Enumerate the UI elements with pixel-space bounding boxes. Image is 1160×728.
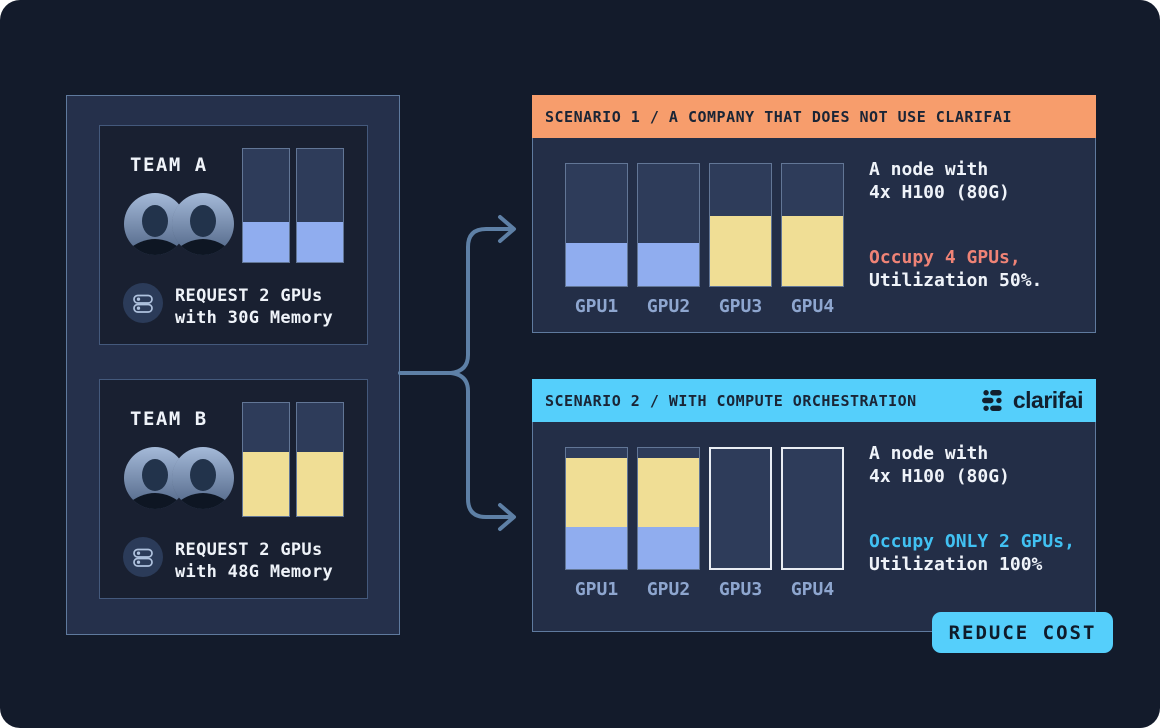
scenario-2-gpu-bars: GPU1 GPU2 GPU3 GPU4 bbox=[565, 447, 844, 600]
team-b-card: TEAM B bbox=[99, 379, 368, 599]
gpu-label: GPU1 bbox=[574, 579, 619, 600]
reduce-cost-badge: REDUCE COST bbox=[932, 612, 1113, 653]
gpu-memory-segment bbox=[710, 216, 771, 286]
node-line: A node with bbox=[869, 443, 989, 464]
server-stack-icon bbox=[123, 283, 163, 323]
branch-arrow bbox=[398, 215, 516, 531]
occupy-line: Occupy 4 GPUs, bbox=[869, 247, 1021, 268]
gpu-column: GPU3 bbox=[709, 163, 772, 317]
gpu-memory-segment bbox=[243, 451, 289, 516]
team-a-card: TEAM A bbox=[99, 125, 368, 345]
request-line: with 48G Memory bbox=[175, 562, 334, 582]
clarifai-logo: clarifai bbox=[979, 387, 1084, 414]
gpu-memory-segment bbox=[566, 526, 627, 569]
team-members-avatars-icon bbox=[123, 192, 235, 260]
gpu-bar bbox=[296, 148, 344, 263]
scenario-1-header: SCENARIO 1 / A COMPANY THAT DOES NOT USE… bbox=[532, 95, 1096, 138]
gpu-column: GPU4 bbox=[781, 163, 844, 317]
gpu-column: GPU4 bbox=[781, 447, 844, 600]
gpu-memory-segment bbox=[297, 222, 343, 262]
clarifai-logo-icon bbox=[981, 390, 1002, 411]
server-stack-icon bbox=[123, 537, 163, 577]
gpu-bar bbox=[565, 163, 628, 287]
gpu-memory-segment bbox=[566, 243, 627, 286]
gpu-column bbox=[296, 148, 344, 263]
scenario-2-title: SCENARIO 2 / WITH COMPUTE ORCHESTRATION bbox=[545, 391, 917, 410]
gpu-label: GPU4 bbox=[790, 296, 835, 317]
gpu-label: GPU3 bbox=[718, 296, 763, 317]
gpu-label: GPU3 bbox=[718, 579, 763, 600]
node-line: 4x H100 (80G) bbox=[869, 466, 1010, 487]
scenario-2-header: SCENARIO 2 / WITH COMPUTE ORCHESTRATION … bbox=[532, 379, 1096, 422]
team-a-name: TEAM A bbox=[130, 154, 208, 176]
gpu-memory-segment bbox=[638, 457, 699, 527]
gpu-memory-segment bbox=[566, 457, 627, 527]
team-b-name: TEAM B bbox=[130, 408, 208, 430]
gpu-column: GPU2 bbox=[637, 447, 700, 600]
team-b-request-row: REQUEST 2 GPUs with 48G Memory bbox=[123, 537, 333, 583]
scenario-2-body: GPU1 GPU2 GPU3 GPU4 A node with 4x H100 (80… bbox=[533, 422, 1095, 631]
gpu-label: GPU1 bbox=[574, 296, 619, 317]
gpu-bar bbox=[781, 163, 844, 287]
occupy-line: Occupy ONLY 2 GPUs, bbox=[869, 531, 1075, 552]
gpu-bar bbox=[242, 148, 290, 263]
gpu-column: GPU1 bbox=[565, 163, 628, 317]
gpu-bar bbox=[242, 402, 290, 517]
scenario-1-gpu-bars: GPU1 GPU2 GPU3 GPU4 bbox=[565, 163, 844, 317]
gpu-column bbox=[242, 148, 290, 263]
scenario-1-body: GPU1 GPU2 GPU3 GPU4 A node with 4x H100 (80… bbox=[533, 138, 1095, 332]
gpu-column bbox=[296, 402, 344, 517]
node-line: A node with bbox=[869, 159, 989, 180]
clarifai-wordmark: clarifai bbox=[1012, 387, 1084, 413]
team-a-request-text: REQUEST 2 GPUs with 30G Memory bbox=[175, 285, 333, 329]
gpu-bar bbox=[709, 447, 772, 570]
teams-panel: TEAM A bbox=[66, 95, 400, 635]
gpu-column: GPU1 bbox=[565, 447, 628, 600]
scenario-1-title: SCENARIO 1 / A COMPANY THAT DOES NOT USE… bbox=[545, 107, 1013, 126]
gpu-memory-segment bbox=[638, 526, 699, 569]
gpu-label: GPU2 bbox=[646, 579, 691, 600]
utilization-line: Utilization 100% bbox=[869, 554, 1043, 575]
request-line: with 30G Memory bbox=[175, 308, 334, 328]
team-b-gpu-bars bbox=[242, 402, 344, 517]
scenario-2-panel: SCENARIO 2 / WITH COMPUTE ORCHESTRATION … bbox=[532, 379, 1096, 632]
gpu-memory-segment bbox=[782, 216, 843, 286]
team-members-avatars-icon bbox=[123, 446, 235, 514]
request-line: REQUEST 2 GPUs bbox=[175, 540, 323, 560]
node-line: 4x H100 (80G) bbox=[869, 182, 1010, 203]
gpu-bar bbox=[637, 163, 700, 287]
gpu-column: GPU2 bbox=[637, 163, 700, 317]
gpu-memory-segment bbox=[638, 243, 699, 286]
scenario-1-panel: SCENARIO 1 / A COMPANY THAT DOES NOT USE… bbox=[532, 95, 1096, 333]
gpu-memory-segment bbox=[243, 222, 289, 262]
gpu-bar bbox=[781, 447, 844, 570]
gpu-bar bbox=[296, 402, 344, 517]
gpu-label: GPU4 bbox=[790, 579, 835, 600]
gpu-bar bbox=[637, 447, 700, 570]
gpu-bar bbox=[709, 163, 772, 287]
team-a-request-row: REQUEST 2 GPUs with 30G Memory bbox=[123, 283, 333, 329]
gpu-bar bbox=[565, 447, 628, 570]
scenario-2-text: A node with 4x H100 (80G) Occupy ONLY 2 … bbox=[869, 442, 1075, 576]
gpu-label: GPU2 bbox=[646, 296, 691, 317]
utilization-line: Utilization 50%. bbox=[869, 270, 1043, 291]
gpu-column bbox=[242, 402, 290, 517]
gpu-column: GPU3 bbox=[709, 447, 772, 600]
team-b-request-text: REQUEST 2 GPUs with 48G Memory bbox=[175, 539, 333, 583]
request-line: REQUEST 2 GPUs bbox=[175, 286, 323, 306]
team-a-gpu-bars bbox=[242, 148, 344, 263]
scenario-1-text: A node with 4x H100 (80G) Occupy 4 GPUs,… bbox=[869, 158, 1042, 292]
gpu-memory-segment bbox=[297, 451, 343, 516]
